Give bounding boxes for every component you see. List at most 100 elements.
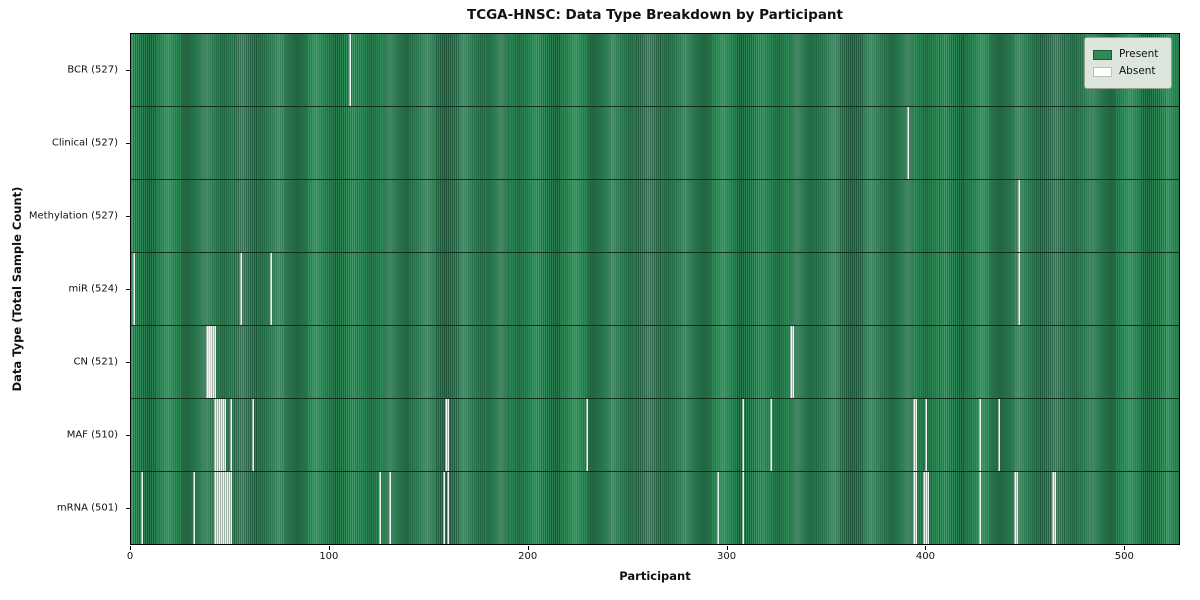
absent-mark	[218, 472, 221, 544]
absent-mark	[214, 472, 217, 544]
heatmap-row-bcr	[131, 34, 1179, 107]
absent-mark	[907, 107, 910, 179]
heatmap-row-mrna	[131, 472, 1179, 544]
absent-mark	[1051, 472, 1055, 544]
absent-mark	[913, 399, 916, 471]
x-tick-mark	[925, 546, 927, 550]
absent-mark	[924, 399, 928, 471]
chart-title: TCGA-HNSC: Data Type Breakdown by Partic…	[466, 7, 843, 23]
absent-mark	[789, 326, 793, 398]
absent-mark	[222, 472, 225, 544]
y-tick-mark	[126, 508, 130, 510]
absent-mark	[915, 399, 918, 471]
absent-mark	[140, 472, 144, 544]
absent-mark	[220, 399, 223, 471]
absent-mark	[222, 399, 225, 471]
x-tick-label: 500	[1114, 551, 1134, 562]
absent-mark	[214, 326, 217, 398]
heatmap-row-clinical	[131, 107, 1179, 180]
x-tick-mark	[1124, 546, 1126, 550]
absent-mark	[446, 472, 449, 544]
y-tick-label-bcr: BCR (527)	[67, 64, 118, 76]
absent-mark	[1053, 472, 1057, 544]
y-tick-mark	[126, 215, 130, 217]
absent-mark	[978, 472, 981, 544]
absent-mark	[1018, 253, 1021, 325]
absent-mark	[192, 472, 195, 544]
x-tick-mark	[527, 546, 529, 550]
y-tick-mark	[126, 69, 130, 71]
y-tick-mark	[126, 289, 130, 290]
absent-mark	[216, 399, 219, 471]
y-tick-label-clinical: Clinical (527)	[51, 137, 118, 149]
absent-mark	[228, 472, 231, 544]
absent-mark	[230, 472, 233, 544]
x-tick-label: 0	[126, 551, 134, 562]
absent-mark	[1016, 472, 1019, 544]
absent-mark	[389, 472, 392, 544]
heatmap-row-mir	[131, 253, 1179, 326]
heatmap-row-methylation	[131, 180, 1179, 253]
x-axis-label: Participant	[619, 569, 691, 583]
absent-mark	[742, 399, 745, 471]
y-tick-mark	[126, 362, 130, 364]
absent-mark	[446, 399, 449, 471]
absent-mark	[206, 326, 209, 398]
x-tick-mark	[328, 546, 330, 550]
absent-mark	[1018, 180, 1021, 252]
y-tick-label-maf: MAF (510)	[66, 429, 118, 441]
absent-mark	[220, 472, 223, 544]
absent-mark	[998, 399, 1001, 471]
legend-item-absent: Absent	[1093, 64, 1163, 79]
x-tick-label: 300	[717, 551, 737, 562]
y-tick-mark	[126, 142, 130, 144]
absent-mark	[210, 326, 213, 398]
x-tick-mark	[726, 546, 728, 550]
absent-mark	[230, 399, 233, 471]
absent-mark	[978, 399, 981, 471]
y-tick-label-mir: miR (524)	[68, 283, 118, 295]
absent-mark	[442, 472, 445, 544]
legend-label-present: Present	[1119, 48, 1159, 61]
absent-mark	[216, 472, 219, 544]
legend: Present Absent	[1084, 37, 1172, 89]
absent-mark	[915, 472, 918, 544]
absent-mark	[791, 326, 795, 398]
absent-mark	[240, 253, 243, 325]
absent-mark	[208, 326, 211, 398]
y-tick-label-methylation: Methylation (527)	[28, 210, 118, 222]
absent-mark	[379, 472, 382, 544]
absent-mark	[349, 34, 352, 106]
x-tick-label: 100	[319, 551, 339, 562]
x-tick-label: 200	[518, 551, 538, 562]
y-tick-label-mrna: mRNA (501)	[56, 502, 118, 514]
absent-mark	[252, 399, 255, 471]
plot-area	[130, 33, 1180, 545]
absent-mark	[212, 326, 215, 398]
absent-mark	[214, 399, 217, 471]
absent-mark	[742, 472, 745, 544]
absent-mark	[218, 399, 221, 471]
absent-mark	[269, 253, 273, 325]
absent-mark	[926, 472, 930, 544]
absent-mark	[444, 399, 447, 471]
absent-mark	[224, 472, 227, 544]
y-tick-mark	[126, 435, 130, 437]
legend-label-absent: Absent	[1119, 65, 1156, 78]
absent-swatch-icon	[1093, 66, 1112, 77]
absent-mark	[132, 253, 136, 325]
absent-mark	[1014, 472, 1017, 544]
y-tick-label-cn: CN (521)	[73, 356, 118, 368]
absent-mark	[770, 399, 773, 471]
heatmap-row-maf	[131, 399, 1179, 472]
absent-mark	[226, 472, 229, 544]
x-tick-label: 400	[915, 551, 935, 562]
present-swatch-icon	[1093, 49, 1112, 60]
absent-mark	[224, 399, 227, 471]
y-axis-label: Data Type (Total Sample Count)	[10, 186, 24, 392]
absent-mark	[716, 472, 719, 544]
absent-mark	[922, 472, 926, 544]
x-tick-mark	[130, 546, 131, 550]
heatmap-row-cn	[131, 326, 1179, 399]
